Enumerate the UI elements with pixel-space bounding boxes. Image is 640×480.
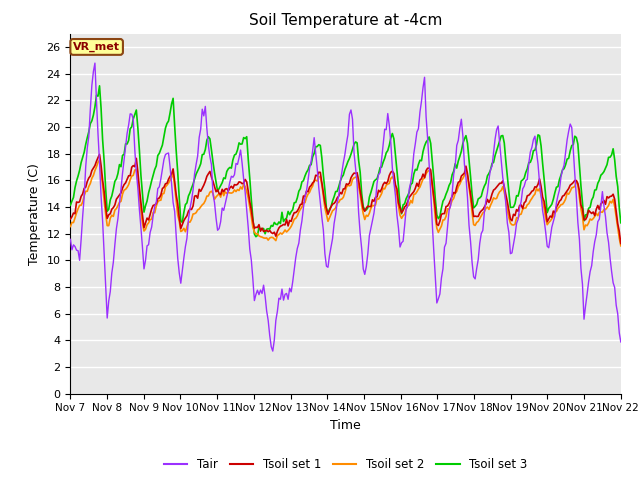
Title: Soil Temperature at -4cm: Soil Temperature at -4cm xyxy=(249,13,442,28)
Text: VR_met: VR_met xyxy=(73,42,120,52)
Y-axis label: Temperature (C): Temperature (C) xyxy=(28,163,41,264)
Legend: Tair, Tsoil set 1, Tsoil set 2, Tsoil set 3: Tair, Tsoil set 1, Tsoil set 2, Tsoil se… xyxy=(159,454,532,476)
X-axis label: Time: Time xyxy=(330,419,361,432)
